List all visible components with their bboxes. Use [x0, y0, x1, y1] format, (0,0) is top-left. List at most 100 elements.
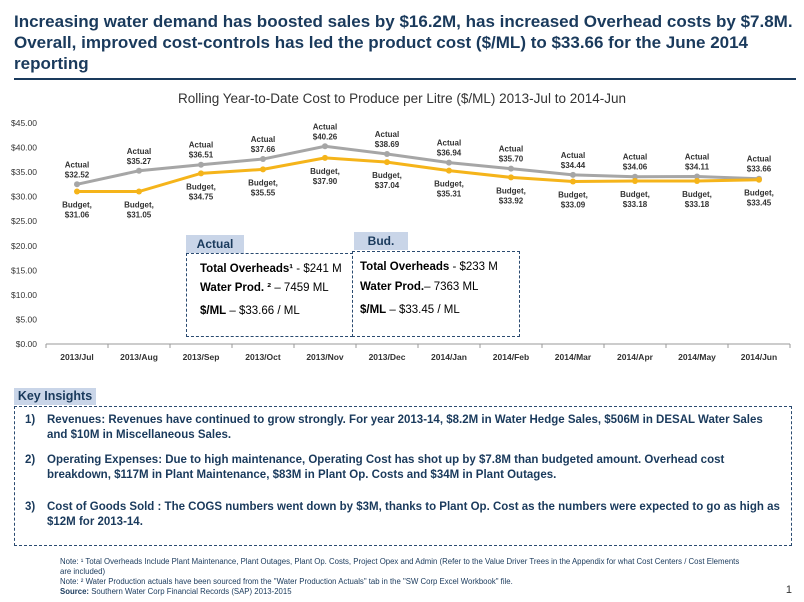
- source-note: Source: Southern Water Corp Financial Re…: [60, 587, 292, 596]
- budget-data-label: Budget,: [744, 189, 774, 198]
- budget-point: [446, 167, 452, 174]
- x-tick-label: 2013/Sep: [183, 352, 220, 362]
- actual-data-label: Actual: [685, 152, 709, 161]
- budget-point: [260, 166, 266, 173]
- budget-point: [322, 154, 328, 161]
- y-tick-label: $35.00: [11, 167, 37, 177]
- budget-data-label: Budget,: [62, 200, 92, 209]
- y-tick-label: $40.00: [11, 143, 37, 153]
- budget-data-label: Budget,: [558, 190, 588, 199]
- budget-point: [198, 170, 204, 177]
- x-tick-label: 2014/Jun: [741, 352, 777, 362]
- budget-data-label: Budget,: [496, 186, 526, 195]
- budget-data-label-value: $31.06: [65, 210, 90, 219]
- budget-data-label: Budget,: [620, 190, 650, 199]
- budget-data-label-value: $35.55: [251, 188, 276, 197]
- actual-point: [570, 171, 576, 178]
- budget-point: [570, 178, 576, 185]
- actual-point: [632, 173, 638, 180]
- x-tick-label: 2013/Aug: [120, 352, 158, 362]
- actual-point: [694, 173, 700, 180]
- key-insights-box: 1) Revenues: Revenues have continued to g…: [14, 406, 792, 546]
- budget-data-label-value: $33.45: [747, 199, 772, 208]
- budget-data-label-value: $34.75: [189, 192, 214, 201]
- actual-data-label: Actual: [65, 160, 89, 169]
- actual-data-label: Actual: [127, 147, 151, 156]
- actual-point: [260, 156, 266, 163]
- y-tick-label: $5.00: [16, 314, 38, 324]
- x-tick-label: 2013/Oct: [245, 352, 281, 362]
- actual-data-label-value: $38.69: [375, 140, 400, 149]
- divider: [14, 78, 796, 80]
- actual-data-label: Actual: [437, 139, 461, 148]
- actual-point: [446, 159, 452, 166]
- x-tick-label: 2014/Apr: [617, 352, 654, 362]
- note-overheads: Note: ¹ Total Overheads Include Plant Ma…: [60, 557, 740, 576]
- x-tick-label: 2013/Nov: [306, 352, 344, 362]
- insight-item: 2) Operating Expenses: Due to high mainte…: [25, 454, 725, 481]
- actual-water-prod: Water Prod. ² – 7459 ML: [200, 282, 329, 294]
- actual-data-label: Actual: [313, 122, 337, 131]
- budget-water-prod: Water Prod.– 7363 ML: [360, 281, 479, 293]
- budget-data-label: Budget,: [372, 171, 402, 180]
- budget-data-label-value: $37.90: [313, 177, 338, 186]
- y-tick-label: $10.00: [11, 290, 37, 300]
- x-tick-label: 2014/May: [678, 352, 716, 362]
- budget-data-label: Budget,: [248, 178, 278, 187]
- budget-data-label-value: $33.18: [623, 200, 648, 209]
- actual-cost-per-ml: $/ML – $33.66 / ML: [200, 305, 300, 317]
- actual-data-label: Actual: [375, 130, 399, 139]
- actual-box: [186, 253, 353, 337]
- actual-data-label-value: $35.27: [127, 157, 152, 166]
- actual-overheads: Total Overheads¹ - $241 M: [200, 263, 342, 275]
- actual-data-label: Actual: [747, 155, 771, 164]
- budget-overheads: Total Overheads - $233 M: [360, 261, 498, 273]
- budget-point: [632, 178, 638, 185]
- budget-point: [694, 178, 700, 185]
- actual-point: [322, 143, 328, 150]
- budget-data-label: Budget,: [124, 201, 154, 210]
- actual-data-label-value: $36.51: [189, 151, 214, 160]
- actual-data-label-value: $36.94: [437, 149, 462, 158]
- x-tick-label: 2014/Mar: [555, 352, 592, 362]
- x-tick-label: 2014/Feb: [493, 352, 529, 362]
- budget-data-label-value: $33.92: [499, 196, 524, 205]
- budget-point: [756, 176, 762, 183]
- note-water-production: Note: ² Water Production actuals have be…: [60, 577, 513, 586]
- budget-data-label-value: $35.31: [437, 190, 462, 199]
- actual-series-line: [76, 144, 760, 186]
- actual-data-label-value: $34.06: [623, 163, 648, 172]
- actual-data-label-value: $32.52: [65, 170, 90, 179]
- actual-data-label-value: $37.66: [251, 145, 276, 154]
- page-number: 1: [785, 584, 792, 596]
- insight-item: 3) Cost of Goods Sold : The COGS numbers …: [25, 501, 780, 528]
- y-tick-label: $15.00: [11, 265, 37, 275]
- budget-box: [352, 251, 520, 337]
- actual-point: [384, 150, 390, 157]
- actual-data-label-value: $40.26: [313, 132, 338, 141]
- budget-point: [508, 174, 514, 181]
- insight-item: 1) Revenues: Revenues have continued to g…: [25, 414, 763, 441]
- line-chart: $0.00 $5.00 $10.00 $15.00 $20.00 $25.00 $30.00…: [11, 118, 791, 362]
- y-tick-label: $30.00: [11, 192, 37, 202]
- y-tick-label: $0.00: [16, 339, 38, 349]
- budget-data-label-value: $37.04: [375, 181, 400, 190]
- actual-point: [74, 181, 80, 188]
- y-tick-label: $25.00: [11, 216, 37, 226]
- budget-data-label-value: $33.18: [685, 200, 710, 209]
- y-tick-label: $45.00: [11, 118, 37, 128]
- actual-box-title: Actual: [186, 235, 244, 253]
- actual-data-label-value: $34.44: [561, 161, 586, 170]
- actual-point: [136, 167, 142, 174]
- budget-data-label: Budget,: [310, 167, 340, 176]
- key-insights-title: Key Insights: [14, 388, 96, 405]
- budget-series-line: [76, 156, 760, 194]
- actual-point: [508, 165, 514, 172]
- budget-data-label-value: $33.09: [561, 200, 586, 209]
- actual-data-label: Actual: [189, 141, 213, 150]
- budget-point: [74, 188, 80, 195]
- budget-data-label: Budget,: [682, 190, 712, 199]
- x-tick-label: 2014/Jan: [431, 352, 467, 362]
- actual-data-label: Actual: [499, 145, 523, 154]
- headline: Increasing water demand has boosted sale…: [14, 12, 793, 73]
